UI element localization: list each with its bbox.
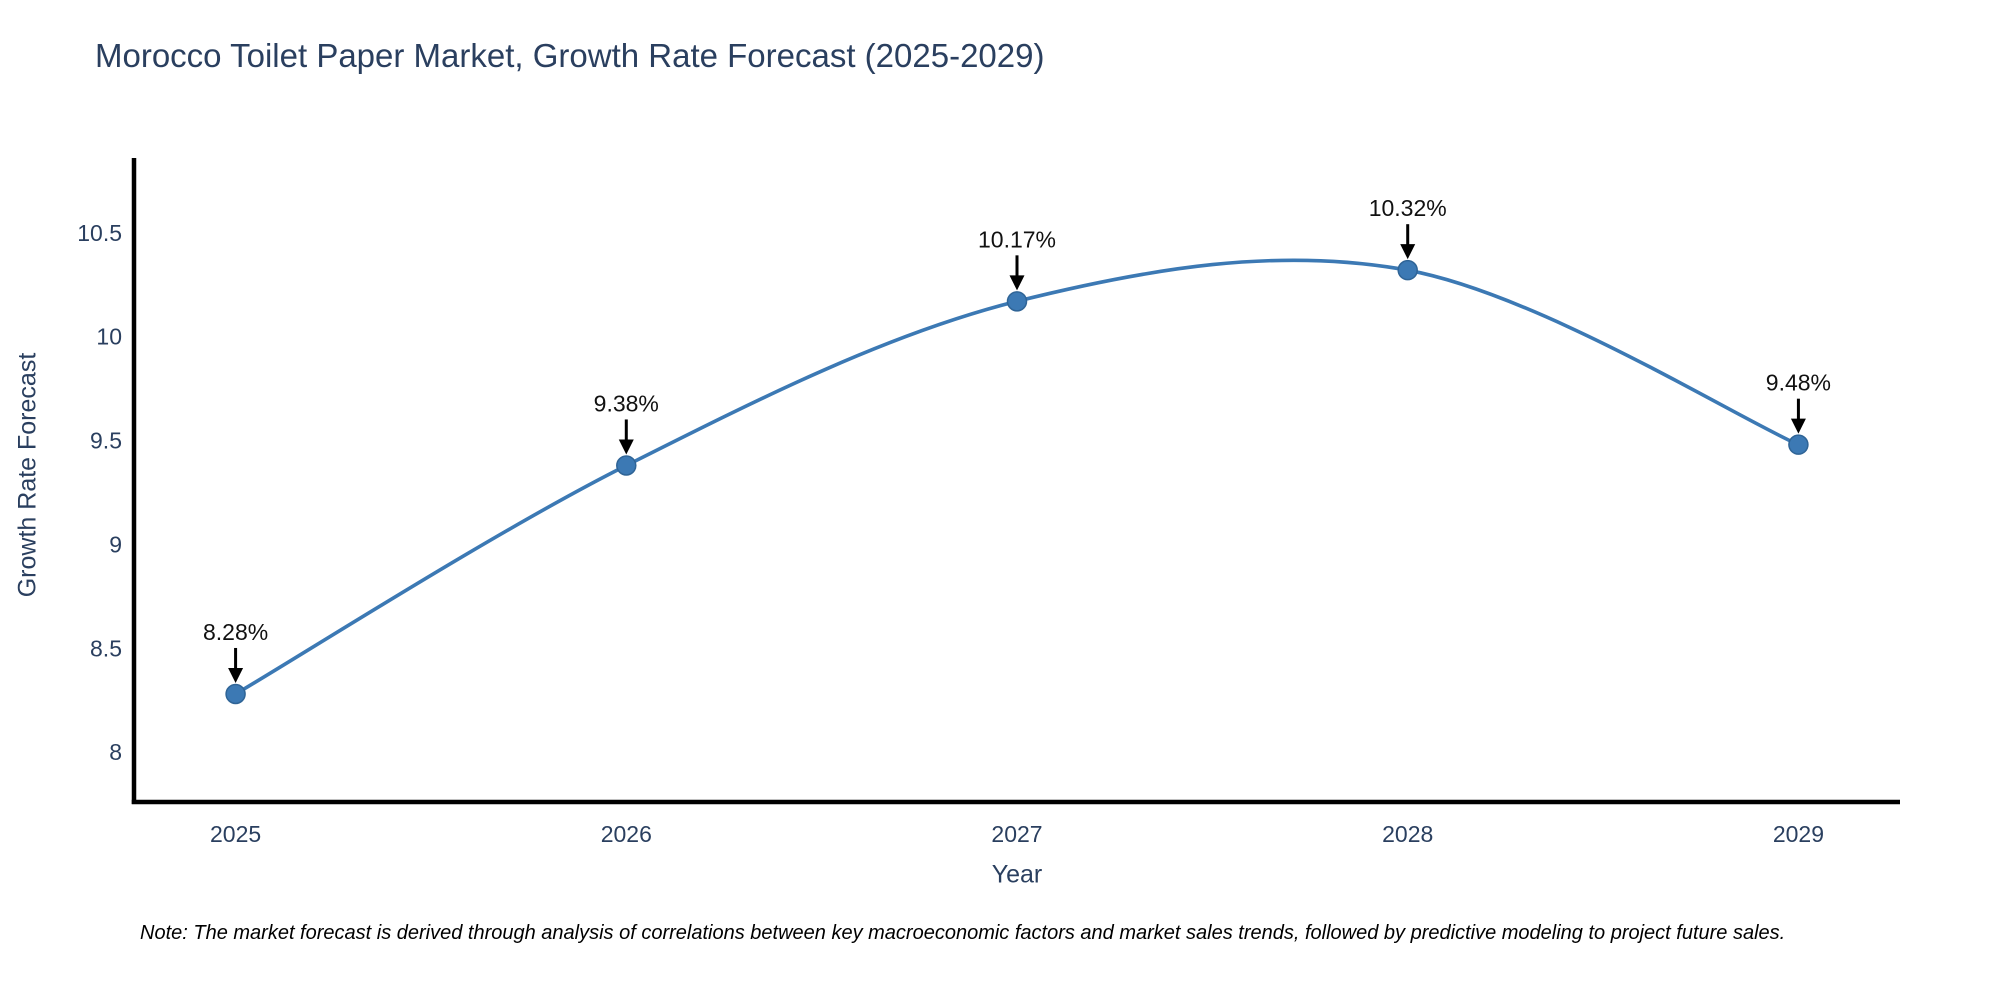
- data-point-marker: [1006, 291, 1028, 312]
- y-tick-label: 10: [96, 324, 122, 350]
- data-point-marker: [225, 683, 246, 705]
- x-tick-label: 2029: [1773, 821, 1824, 847]
- annotation-label: 10.32%: [1369, 195, 1447, 221]
- annotation-label: 9.48%: [1766, 370, 1831, 396]
- x-tick-label: 2026: [601, 821, 652, 847]
- y-tick-label: 8: [109, 739, 122, 765]
- annotation-arrow-head: [1790, 418, 1806, 434]
- footnote: Note: The market forecast is derived thr…: [140, 922, 1786, 944]
- x-tick-label: 2027: [991, 821, 1042, 847]
- annotation-label: 8.28%: [203, 619, 268, 645]
- chart-title: Morocco Toilet Paper Market, Growth Rate…: [95, 37, 1045, 74]
- data-point-marker: [616, 455, 637, 476]
- series-line: [233, 258, 1801, 696]
- annotation-label: 9.38%: [594, 390, 659, 416]
- y-tick-label: 9: [109, 531, 122, 557]
- x-tick-label: 2025: [210, 821, 261, 847]
- x-tick-label: 2028: [1382, 821, 1433, 847]
- data-point-marker: [1788, 434, 1809, 455]
- annotation-arrow-head: [1400, 244, 1416, 260]
- annotation-arrow-head: [1009, 275, 1025, 291]
- annotation-arrow-head: [228, 667, 244, 683]
- x-axis-title: Year: [991, 860, 1043, 889]
- annotation-arrow-head: [618, 439, 634, 455]
- y-tick-label: 8.5: [90, 635, 122, 661]
- data-point-marker: [1397, 259, 1418, 281]
- y-tick-label: 9.5: [90, 428, 122, 454]
- y-tick-label: 10.5: [77, 220, 122, 246]
- annotation-label: 10.17%: [978, 226, 1056, 252]
